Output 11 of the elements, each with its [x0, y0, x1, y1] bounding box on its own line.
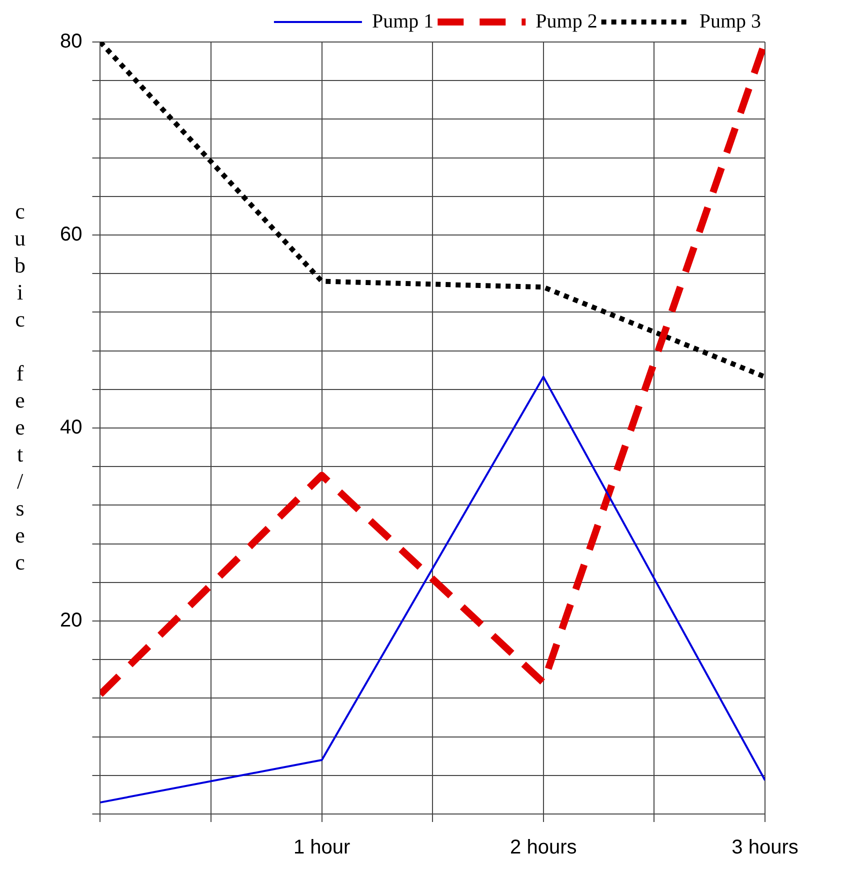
- x-tick-label: 1 hour: [293, 836, 351, 859]
- y-tick-label: 20: [60, 610, 82, 632]
- text: cubic feet/sec: [14, 198, 26, 574]
- legend-label: Pump 2: [536, 10, 598, 32]
- legend-label: Pump 1: [372, 10, 434, 32]
- y-tick-label: 60: [60, 224, 82, 246]
- y-tick-label: 80: [60, 30, 82, 53]
- x-tick-label: 2 hours: [510, 836, 577, 859]
- y-tick-label: 40: [60, 416, 82, 439]
- x-tick-label: 3 hours: [732, 836, 798, 859]
- legend-label: Pump 3: [699, 10, 762, 32]
